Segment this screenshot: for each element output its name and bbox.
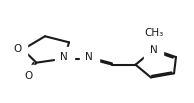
Text: N: N	[60, 52, 68, 62]
Text: CH₃: CH₃	[144, 28, 164, 38]
Text: O: O	[13, 44, 22, 54]
Text: O: O	[24, 71, 32, 81]
Text: N: N	[85, 52, 93, 62]
Text: N: N	[150, 46, 158, 56]
